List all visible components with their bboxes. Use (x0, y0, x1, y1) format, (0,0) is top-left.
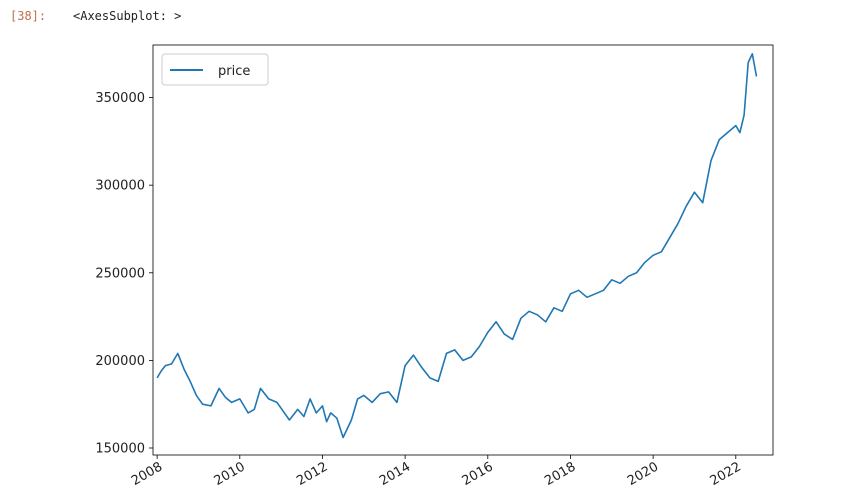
x-tick-label: 2022 (708, 459, 744, 489)
cell-output-repr: <AxesSubplot: > (73, 9, 182, 23)
y-tick-label: 300000 (95, 179, 145, 194)
axes-frame (152, 44, 774, 456)
series-line-price (156, 52, 758, 439)
cell-prompt: [38]: (10, 9, 47, 23)
x-tick-label: 2014 (377, 459, 413, 489)
x-tick-label: 2016 (460, 459, 496, 489)
y-tick-label: 150000 (95, 441, 145, 456)
x-tick-label: 2018 (542, 459, 578, 489)
legend: price (161, 53, 269, 86)
legend-label: price (218, 64, 250, 79)
y-axis-ticks: 150000 200000 250000 300000 350000 (95, 91, 153, 456)
y-tick-label: 350000 (95, 91, 145, 106)
axes-border (152, 44, 774, 456)
x-tick-label: 2008 (129, 459, 165, 489)
legend-box (161, 53, 269, 86)
x-tick-label: 2010 (212, 459, 248, 489)
x-tick-label: 2012 (294, 459, 330, 489)
y-tick-label: 250000 (95, 266, 145, 281)
y-tick-label: 200000 (95, 354, 145, 369)
x-axis-ticks: 2008 2010 2012 2014 2016 2018 2020 2022 (129, 455, 744, 489)
series-layer (156, 52, 758, 439)
x-tick-label: 2020 (625, 459, 661, 489)
